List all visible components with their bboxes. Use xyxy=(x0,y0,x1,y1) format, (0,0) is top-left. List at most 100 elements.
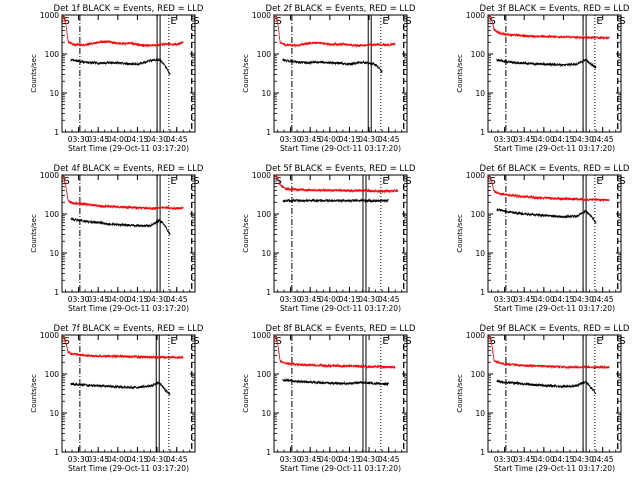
x-axis-label: Start Time (29-Oct-11 03:17:20) xyxy=(68,304,189,313)
x-axis-label: Start Time (29-Oct-11 03:17:20) xyxy=(280,304,401,313)
y-tick-label: 10 xyxy=(475,249,485,258)
chart-title: Det 1f BLACK = Events, RED = LLD xyxy=(54,4,204,14)
marker-label: E xyxy=(382,336,388,347)
marker-label: S xyxy=(193,176,199,187)
x-tick-label: 04:30 xyxy=(146,455,168,464)
series-line-events xyxy=(70,381,171,395)
y-tick-label: 10 xyxy=(49,249,59,258)
y-tick-label: 1000 xyxy=(252,171,271,180)
series-line-lld xyxy=(62,175,184,211)
marker-label: S xyxy=(490,336,496,347)
series-line-events xyxy=(70,216,171,236)
x-tick-label: 04:15 xyxy=(553,135,575,144)
chart-panel-9: Det 9f BLACK = Events, RED = LLD Counts/s… xyxy=(456,324,630,473)
chart-panel-1: Det 1f BLACK = Events, RED = LLD Counts/s… xyxy=(30,4,204,153)
x-tick-label: 04:00 xyxy=(107,135,129,144)
x-tick-label: 03:30 xyxy=(280,135,302,144)
marker-label: E xyxy=(170,176,176,187)
series-line-events xyxy=(496,379,597,394)
y-tick-label: 1000 xyxy=(466,331,485,340)
series-line-lld xyxy=(274,334,396,370)
marker-label: E xyxy=(170,16,176,27)
y-tick-label: 100 xyxy=(257,210,272,219)
x-tick-label: 04:15 xyxy=(553,295,575,304)
x-tick-label: 04:15 xyxy=(339,135,361,144)
x-tick-label: 04:45 xyxy=(166,135,188,144)
y-tick-label: 1 xyxy=(54,288,59,297)
y-tick-label: 1 xyxy=(480,128,485,137)
x-tick-label: 03:30 xyxy=(68,455,90,464)
y-tick-label: 100 xyxy=(471,50,486,59)
chart-title: Det 8f BLACK = Events, RED = LLD xyxy=(266,324,416,334)
y-tick-label: 1000 xyxy=(466,11,485,20)
y-axis-label: Counts/sec xyxy=(242,374,250,413)
marker-label: S xyxy=(490,16,496,27)
x-axis-label: Start Time (29-Oct-11 03:17:20) xyxy=(280,144,401,153)
series-line-events xyxy=(282,58,383,73)
x-tick-label: 03:30 xyxy=(494,455,516,464)
y-tick-label: 1 xyxy=(266,288,271,297)
y-tick-label: 1000 xyxy=(466,171,485,180)
chart-panel-8: Det 8f BLACK = Events, RED = LLD Counts/s… xyxy=(242,324,416,473)
y-tick-label: 100 xyxy=(257,370,272,379)
marker-label: S xyxy=(64,176,70,187)
x-tick-label: 04:15 xyxy=(127,295,149,304)
y-axis-label: Counts/sec xyxy=(456,214,464,253)
x-tick-label: 04:30 xyxy=(358,455,380,464)
y-tick-label: 10 xyxy=(475,89,485,98)
x-tick-label: 03:45 xyxy=(299,135,321,144)
y-tick-label: 10 xyxy=(261,409,271,418)
y-tick-label: 1000 xyxy=(252,331,271,340)
chart-panel-5: Det 5f BLACK = Events, RED = LLD Counts/s… xyxy=(242,164,416,313)
chart-title: Det 4f BLACK = Events, RED = LLD xyxy=(54,164,204,174)
x-tick-label: 04:00 xyxy=(533,455,555,464)
y-tick-label: 1000 xyxy=(40,11,59,20)
y-tick-label: 1000 xyxy=(40,171,59,180)
x-axis-label: Start Time (29-Oct-11 03:17:20) xyxy=(494,464,615,473)
marker-label: S xyxy=(276,336,282,347)
y-tick-label: 1 xyxy=(480,288,485,297)
chart-title: Det 5f BLACK = Events, RED = LLD xyxy=(266,164,416,174)
x-tick-label: 03:30 xyxy=(68,295,90,304)
plot-frame xyxy=(487,14,622,133)
x-tick-label: 04:45 xyxy=(378,455,400,464)
x-tick-label: 04:00 xyxy=(107,455,129,464)
chart-panel-4: Det 4f BLACK = Events, RED = LLD Counts/s… xyxy=(30,164,204,313)
x-tick-label: 04:30 xyxy=(146,295,168,304)
y-tick-label: 1 xyxy=(480,448,485,457)
y-tick-label: 10 xyxy=(49,409,59,418)
chart-panel-6: Det 6f BLACK = Events, RED = LLD Counts/s… xyxy=(456,164,630,313)
y-axis-label: Counts/sec xyxy=(30,54,38,93)
x-tick-label: 04:15 xyxy=(339,455,361,464)
x-tick-label: 04:15 xyxy=(127,135,149,144)
x-tick-label: 04:15 xyxy=(553,455,575,464)
y-tick-label: 100 xyxy=(45,210,60,219)
x-tick-label: 04:30 xyxy=(572,135,594,144)
series-line-lld xyxy=(274,174,399,194)
chart-title: Det 3f BLACK = Events, RED = LLD xyxy=(480,4,630,14)
x-tick-label: 04:30 xyxy=(572,455,594,464)
marker-label: S xyxy=(619,176,625,187)
x-tick-label: 03:45 xyxy=(513,295,535,304)
y-tick-label: 1 xyxy=(54,128,59,137)
y-axis-label: Counts/sec xyxy=(456,54,464,93)
y-axis-label: Counts/sec xyxy=(30,374,38,413)
y-tick-label: 100 xyxy=(45,50,60,59)
y-tick-label: 10 xyxy=(261,89,271,98)
y-axis-label: Counts/sec xyxy=(30,214,38,253)
series-line-events xyxy=(282,197,390,204)
chart-title: Det 2f BLACK = Events, RED = LLD xyxy=(266,4,416,14)
y-axis-label: Counts/sec xyxy=(242,214,250,253)
chart-title: Det 9f BLACK = Events, RED = LLD xyxy=(480,324,630,334)
x-tick-label: 03:45 xyxy=(513,455,535,464)
series-line-lld xyxy=(488,174,610,203)
marker-label: E xyxy=(382,16,388,27)
plot-frame xyxy=(61,334,196,453)
x-tick-label: 04:00 xyxy=(319,295,341,304)
y-tick-label: 1 xyxy=(266,448,271,457)
y-tick-label: 100 xyxy=(257,50,272,59)
marker-label: S xyxy=(64,16,70,27)
x-tick-label: 04:00 xyxy=(319,135,341,144)
series-line-lld xyxy=(62,13,184,48)
y-tick-label: 1 xyxy=(266,128,271,137)
